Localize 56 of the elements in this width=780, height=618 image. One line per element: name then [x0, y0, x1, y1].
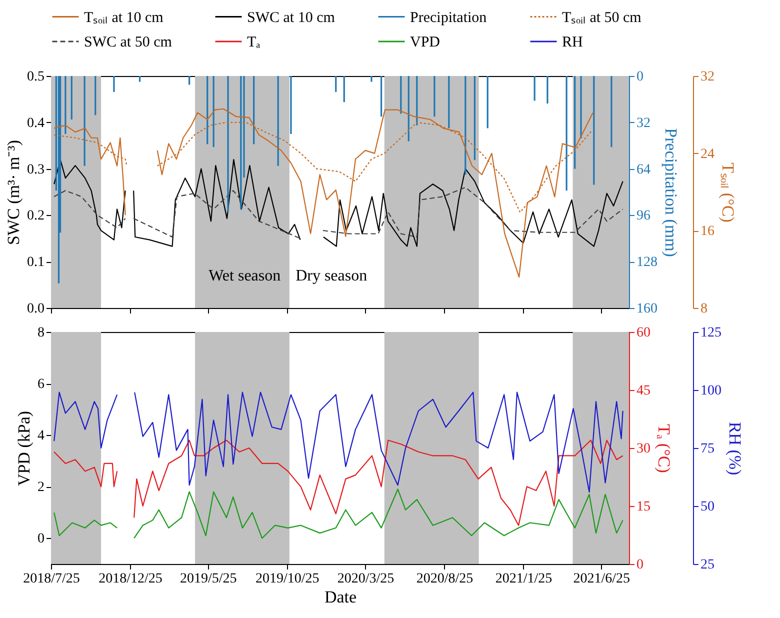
x-tick-label: 2019/5/25: [180, 572, 237, 586]
legend-label: SWC at 10 cm: [247, 10, 336, 26]
y-axis-title: SWC (m³· m⁻³): [4, 140, 23, 245]
annotation: Dry season: [296, 268, 368, 285]
y2-tick-label: 64: [636, 162, 650, 178]
y-axis-title: VPD (kPa): [14, 410, 34, 486]
legend-label: VPD: [410, 34, 440, 50]
legend-label: SWC at 50 cm: [84, 34, 172, 50]
y2-tick-label: 15: [636, 500, 650, 514]
y2-axis-title: Precipitation (mm): [662, 128, 680, 257]
x-axis-title: Date: [324, 588, 357, 606]
y-tick-label: 4: [38, 428, 44, 444]
y-tick-label: 0.4: [27, 116, 44, 131]
y-tick-label: 0.2: [27, 208, 44, 224]
legend-label: Precipitation: [410, 10, 488, 26]
y3-tick-label: 25: [700, 558, 714, 572]
y2-tick-label: 128: [636, 255, 658, 270]
y3-axis-title: RH (%): [726, 422, 744, 476]
y3-tick-label: 50: [700, 500, 714, 514]
y-tick-label: 6: [38, 377, 44, 392]
y2-tick-label: 32: [636, 116, 650, 131]
y2-tick-label: 30: [636, 442, 650, 456]
y2-tick-label: 160: [636, 302, 658, 316]
y-tick-label: 0.5: [27, 70, 44, 84]
y3-tick-label: 125: [700, 326, 722, 340]
y3-tick-label: 16: [700, 224, 714, 240]
y-tick-label: 0: [38, 532, 44, 547]
y3-tick-label: 24: [700, 146, 714, 162]
x-tick-label: 2020/3/25: [337, 572, 394, 586]
y-tick-label: 8: [38, 326, 44, 340]
y2-tick-label: 60: [636, 326, 650, 340]
y3-tick-label: 32: [700, 70, 714, 84]
y-tick-label: 0.3: [27, 162, 44, 178]
legend-label: Tₐ: [247, 34, 260, 50]
y2-tick-label: 0: [636, 70, 644, 84]
y3-tick-label: 8: [700, 302, 708, 316]
x-tick-label: 2018/12/25: [98, 572, 162, 586]
y-tick-label: 0.0: [27, 302, 44, 316]
y3-tick-label: 100: [700, 384, 722, 398]
legend-label: Tₛₒᵢₗ at 10 cm: [84, 10, 164, 26]
legend-label: Tₛₒᵢₗ at 50 cm: [562, 10, 642, 26]
x-tick-label: 2018/7/25: [23, 572, 80, 586]
y2-axis-title: Tₐ (°C): [654, 424, 674, 473]
legend-label: RH: [562, 34, 584, 50]
annotation: Wet season: [208, 268, 281, 285]
x-tick-label: 2019/10/25: [255, 572, 320, 586]
y3-tick-label: 75: [700, 442, 714, 456]
y2-tick-label: 45: [636, 384, 650, 398]
x-tick-label: 2020/8/25: [416, 572, 474, 586]
x-tick-label: 2021/6/25: [573, 572, 630, 586]
y-tick-label: 2: [38, 480, 44, 496]
y2-tick-label: 96: [636, 208, 650, 224]
x-tick-label: 2021/1/25: [495, 572, 552, 586]
y3-axis-title: Tₛₒᵢₗ (°C): [718, 162, 738, 222]
y-tick-label: 0.1: [27, 255, 44, 270]
y2-tick-label: 0: [636, 558, 644, 572]
